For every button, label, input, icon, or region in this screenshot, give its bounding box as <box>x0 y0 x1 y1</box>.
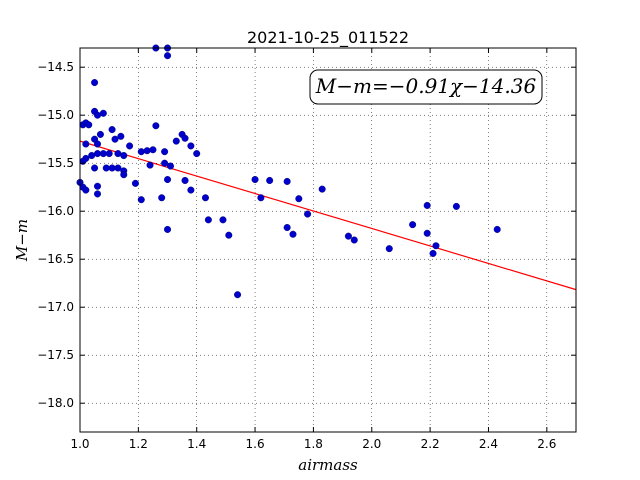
data-point <box>225 231 233 239</box>
data-point <box>149 146 157 154</box>
y-tick-label: −15.0 <box>37 108 74 122</box>
data-point <box>344 232 352 240</box>
data-point <box>201 194 209 202</box>
x-tick-label: 1.6 <box>246 437 265 451</box>
y-tick-label: −16.0 <box>37 204 74 218</box>
data-point <box>94 111 102 119</box>
data-point <box>452 202 460 210</box>
data-point <box>423 201 431 209</box>
data-point <box>105 150 113 158</box>
data-point <box>108 126 116 134</box>
data-points <box>76 44 501 299</box>
data-point <box>131 179 139 187</box>
data-point <box>164 225 172 233</box>
data-point <box>82 186 90 194</box>
data-point <box>164 176 172 184</box>
x-tick-label: 2.4 <box>479 437 498 451</box>
data-point <box>385 245 393 253</box>
y-tick-label: −17.0 <box>37 300 74 314</box>
data-point <box>193 150 201 158</box>
data-point <box>409 221 417 229</box>
data-point <box>181 176 189 184</box>
data-point <box>257 194 265 202</box>
annotation-box <box>309 69 543 105</box>
data-point <box>295 195 303 203</box>
data-point <box>283 224 291 232</box>
data-point <box>429 249 437 257</box>
data-point <box>158 194 166 202</box>
data-point <box>181 134 189 142</box>
data-point <box>91 79 99 87</box>
y-tick-label: −14.5 <box>37 60 74 74</box>
data-point <box>187 186 195 194</box>
data-point <box>94 140 102 148</box>
data-point <box>102 164 110 172</box>
data-point <box>350 236 358 244</box>
data-point <box>152 122 160 130</box>
x-tick-label: 1.2 <box>129 437 148 451</box>
data-point <box>161 159 169 167</box>
data-point <box>283 177 291 185</box>
x-tick-label: 2.2 <box>421 437 440 451</box>
grid-lines <box>80 48 576 432</box>
x-tick-label: 1.4 <box>187 437 206 451</box>
data-point <box>234 291 242 299</box>
x-tick-label: 1.0 <box>70 437 89 451</box>
data-point <box>493 225 501 233</box>
data-point <box>117 132 125 140</box>
y-tick-label: −17.5 <box>37 348 74 362</box>
y-tick-label: −18.0 <box>37 396 74 410</box>
data-point <box>219 216 227 224</box>
fit-annotation: M−m=−0.91χ−14.36 <box>309 69 543 105</box>
y-axis-label: M−m <box>13 219 31 262</box>
data-point <box>161 148 169 156</box>
data-point <box>94 150 102 158</box>
chart-title: 2021-10-25_011522 <box>247 28 409 48</box>
data-point <box>172 137 180 145</box>
x-tick-label: 1.8 <box>304 437 323 451</box>
data-point <box>423 229 431 237</box>
x-axis-label: airmass <box>298 456 358 474</box>
data-point <box>120 171 128 179</box>
data-point <box>114 150 122 158</box>
plot-frame <box>79 47 577 433</box>
data-point <box>137 148 145 156</box>
data-point <box>99 150 107 158</box>
data-point <box>82 140 90 148</box>
data-point <box>137 196 145 204</box>
data-point <box>204 216 212 224</box>
data-point <box>94 182 102 190</box>
data-point <box>266 176 274 184</box>
data-point <box>120 152 128 160</box>
data-point <box>94 190 102 198</box>
data-point <box>432 242 440 250</box>
y-tick-label: −16.5 <box>37 252 74 266</box>
data-point <box>88 152 96 160</box>
x-tick-label: 2.0 <box>362 437 381 451</box>
data-point <box>111 135 119 143</box>
data-point <box>85 121 93 129</box>
data-point <box>251 176 259 184</box>
annotation-text: M−m=−0.91χ−14.36 <box>315 74 537 98</box>
data-point <box>143 147 151 155</box>
data-point <box>289 230 297 238</box>
y-tick-label: −15.5 <box>37 156 74 170</box>
data-point <box>91 164 99 172</box>
data-point <box>146 161 154 169</box>
data-point <box>114 164 122 172</box>
data-point <box>318 185 326 193</box>
axis-ticks: 1.0 1.2 1.4 1.6 1.8 2.0 2.2 2.4 2.6 −14.5 −15.0 −15… <box>37 48 576 451</box>
data-point <box>166 162 174 170</box>
data-point <box>164 52 172 60</box>
data-point <box>99 109 107 117</box>
data-point <box>304 210 312 218</box>
data-point <box>187 142 195 150</box>
x-tick-label: 2.6 <box>537 437 556 451</box>
data-point <box>126 142 134 150</box>
data-point <box>108 164 116 172</box>
data-point <box>96 130 104 138</box>
